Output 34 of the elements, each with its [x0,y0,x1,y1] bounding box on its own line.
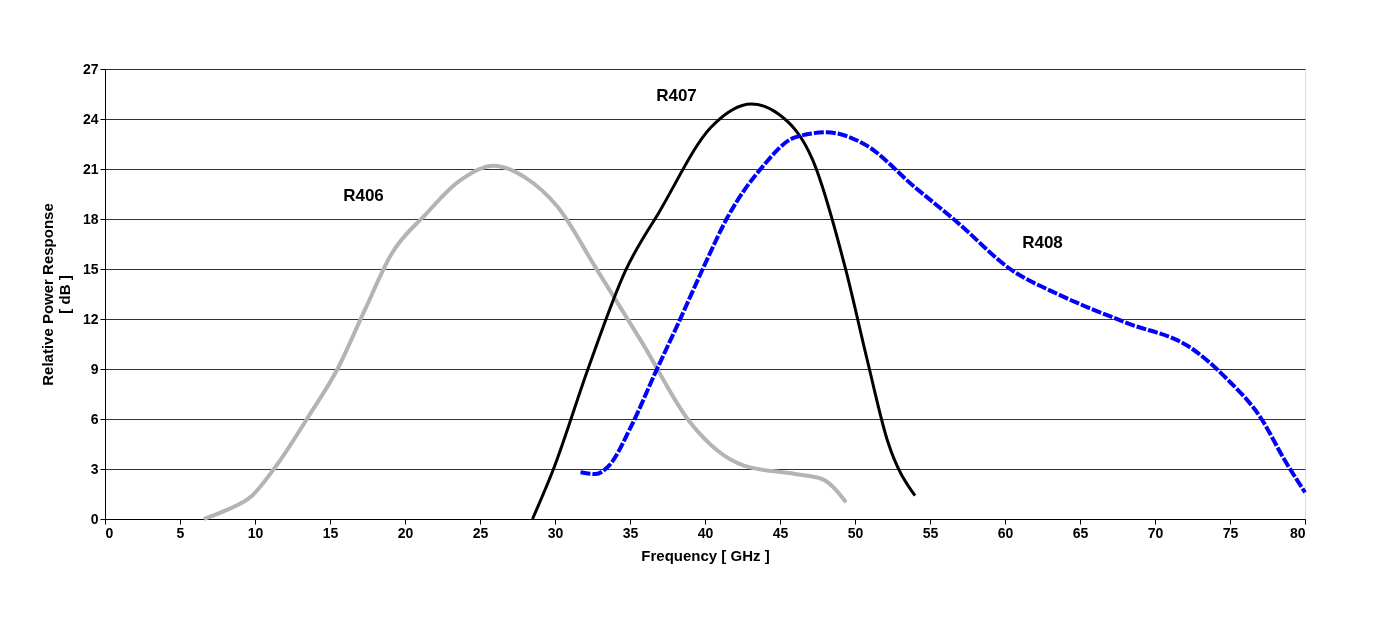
x-tick-label: 75 [1222,524,1239,541]
line-series [202,163,848,521]
x-tick-label: 35 [622,524,639,541]
y-tick-label: 12 [82,310,99,327]
y-tick-label: 27 [82,60,99,77]
y-tick-label: 3 [90,460,99,477]
x-tick-label: 0 [105,524,114,541]
y-tick-label: 6 [90,410,99,427]
series-label: R408 [1022,232,1063,252]
y-axis-title: Relative Power Response [ dB ] [38,203,73,386]
x-tick-label: 80 [1289,524,1306,541]
y-tick-label: 0 [90,510,99,527]
x-tick-label: 50 [847,524,864,541]
x-tick-label: 45 [772,524,789,541]
y-tick-label: 18 [82,210,99,227]
x-tick-label: 55 [922,524,939,541]
line-series [578,130,1307,495]
x-tick-label: 20 [397,524,414,541]
x-tick-label: 10 [247,524,264,541]
x-tick-label: 25 [472,524,489,541]
y-tick-label: 21 [82,160,99,177]
x-tick-label: 65 [1072,524,1089,541]
x-axis-title: Frequency [ GHz ] [641,546,770,564]
x-tick-label: 40 [697,524,714,541]
text: R406 [343,185,384,205]
x-tick-label: 30 [547,524,564,541]
x-tick-label: 15 [322,524,339,541]
series-label: R407 [656,86,697,105]
x-tick-label: 60 [997,524,1014,541]
x-tick-label: 5 [176,524,185,541]
y-tick-label: 9 [90,360,99,377]
y-tick-label: 24 [82,110,99,127]
x-tick-label: 70 [1147,524,1164,541]
y-tick-label: 15 [82,260,99,277]
